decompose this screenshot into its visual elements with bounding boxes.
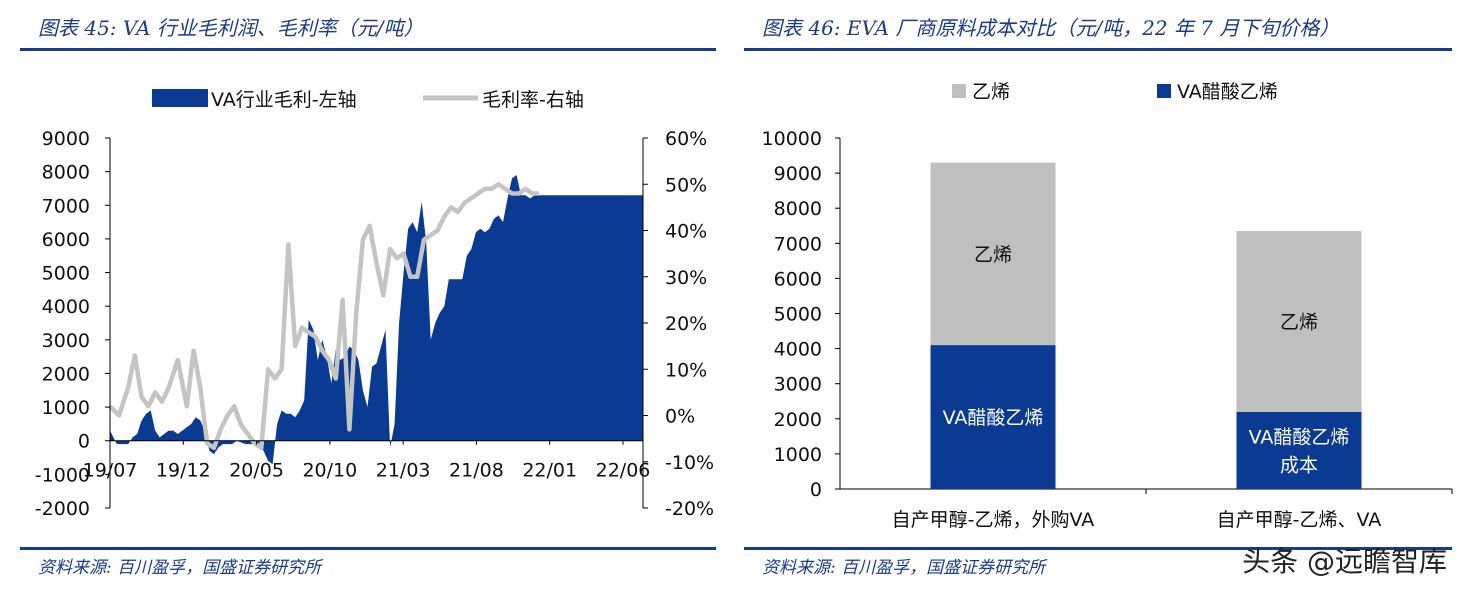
y2-tick-label: 20% (665, 313, 707, 335)
left-title-rule (20, 48, 716, 51)
y-tick-label: 9000 (42, 128, 90, 150)
x-tick-label: 21/03 (376, 460, 431, 482)
y-tick-label: 7000 (774, 233, 822, 255)
x-category-label: 自产甲醇-乙烯，外购VA (892, 509, 1095, 531)
legend-label: VA醋酸乙烯 (1177, 81, 1278, 103)
series-line-margin-rate (108, 182, 540, 451)
legend-swatch-margin (152, 89, 208, 107)
y-tick-label: 9000 (774, 163, 822, 185)
legend-label: 乙烯 (972, 81, 1010, 103)
x-tick-label: 21/08 (449, 460, 504, 482)
y2-tick-label: 0% (665, 406, 695, 428)
y-tick-label: -1000 (35, 464, 90, 486)
y2-tick-label: -20% (665, 498, 714, 520)
legend-swatch (952, 84, 966, 98)
bar-segment-label: VA醋酸乙烯 (1249, 426, 1350, 448)
right-source: 资料来源: 百川盈孚，国盛证券研究所 (762, 558, 1046, 578)
bar-segment (1236, 411, 1362, 489)
x-tick-label: 22/01 (522, 460, 577, 482)
y2-tick-label: 50% (665, 174, 707, 196)
bar-segment (930, 345, 1056, 489)
right-chart-panel: 图表 46: EVA 厂商原料成本对比（元/吨，22 年 7 月下旬价格） 乙烯… (730, 0, 1461, 597)
legend-label-margin: VA行业毛利-左轴 (211, 89, 357, 111)
y-tick-label: 2000 (42, 363, 90, 385)
left-chart-panel: 图表 45: VA 行业毛利润、毛利率（元/吨） VA行业毛利-左轴 毛利率-右轴… (0, 0, 730, 597)
y-tick-label: 1000 (42, 397, 90, 419)
y-tick-label: 2000 (774, 409, 822, 431)
bar-segment (930, 162, 1056, 346)
left-source: 资料来源: 百川盈孚，国盛证券研究所 (38, 558, 322, 578)
y-tick-label: -2000 (35, 498, 90, 520)
y-tick-label: 1000 (774, 444, 822, 466)
y-tick-label: 0 (78, 431, 90, 453)
left-chart-title: 图表 45: VA 行业毛利润、毛利率（元/吨） (38, 16, 424, 40)
y-tick-label: 7000 (42, 195, 90, 217)
x-tick-label: 22/06 (596, 460, 651, 482)
y-tick-label: 5000 (42, 263, 90, 285)
watermark: 头条 @远瞻智库 (1242, 545, 1447, 578)
left-source-rule (20, 547, 716, 550)
y-tick-label: 8000 (42, 162, 90, 184)
y2-tick-label: 60% (665, 128, 707, 150)
y2-tick-label: 10% (665, 359, 707, 381)
y-tick-label: 6000 (774, 268, 822, 290)
y-tick-label: 5000 (774, 304, 822, 326)
y-tick-label: 4000 (774, 339, 822, 361)
y2-tick-label: 30% (665, 267, 707, 289)
x-category-label: 自产甲醇-乙烯、VA (1217, 509, 1382, 531)
x-tick-label: 19/07 (83, 460, 138, 482)
y2-tick-label: 40% (665, 221, 707, 243)
bar-segment-label: 乙烯 (1280, 311, 1318, 333)
right-title-rule (744, 48, 1452, 51)
x-tick-label: 20/10 (302, 460, 357, 482)
x-tick-label: 20/05 (229, 460, 284, 482)
y-tick-label: 6000 (42, 229, 90, 251)
y-tick-label: 8000 (774, 198, 822, 220)
bar-segment-label: 乙烯 (974, 244, 1012, 266)
right-chart-title: 图表 46: EVA 厂商原料成本对比（元/吨，22 年 7 月下旬价格） (762, 16, 1340, 40)
y-tick-label: 10000 (762, 128, 822, 150)
y-tick-label: 4000 (42, 296, 90, 318)
legend-swatch (1157, 84, 1171, 98)
y-tick-label: 0 (810, 479, 822, 501)
legend-label-rate: 毛利率-右轴 (482, 89, 584, 111)
y2-tick-label: -10% (665, 452, 714, 474)
left-chart: VA行业毛利-左轴 毛利率-右轴 -2000 -1000 0 1000 2000 3000 40… (35, 89, 714, 520)
bar-segment (1236, 231, 1362, 412)
y-tick-label: 3000 (42, 330, 90, 352)
bar-segment-label: VA醋酸乙烯 (943, 407, 1044, 429)
y-tick-label: 3000 (774, 374, 822, 396)
right-source-rule (744, 547, 1452, 550)
x-tick-label: 19/12 (156, 460, 211, 482)
bar-segment-label: 成本 (1280, 454, 1318, 476)
right-chart: 乙烯 VA醋酸乙烯 0 1000 2000 3000 4000 5000 6000 7000 800… (762, 81, 1453, 531)
series-area-gross-margin (110, 175, 643, 465)
